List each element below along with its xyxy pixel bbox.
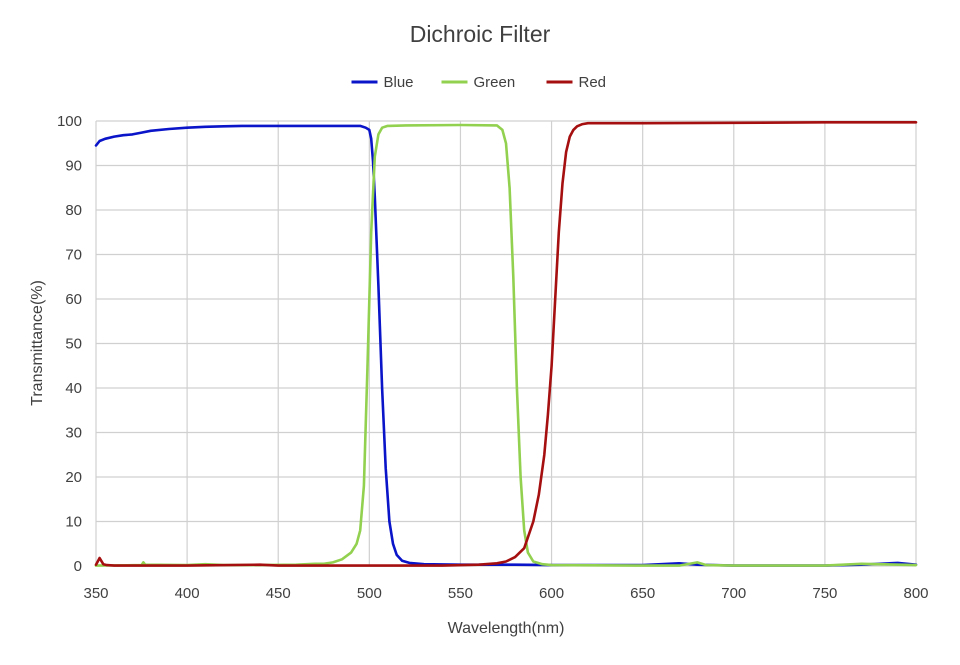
x-tick-label: 500 — [357, 585, 382, 602]
series-line-blue — [94, 124, 918, 567]
y-tick-label: 70 — [65, 247, 82, 264]
y-axis-title: Transmittance(%) — [29, 280, 46, 406]
legend-item-green: Green — [441, 74, 516, 91]
y-tick-label: 90 — [65, 158, 82, 175]
legend-item-blue: Blue — [351, 74, 414, 91]
x-axis-ticks: 350 400 450 500 550 600 650 700 750 800 — [83, 585, 928, 602]
x-tick-label: 350 — [83, 585, 108, 602]
x-tick-label: 800 — [903, 585, 928, 602]
series-lines — [94, 121, 918, 567]
y-axis-ticks: 0 10 20 30 40 50 60 70 80 90 100 — [57, 113, 82, 575]
x-tick-label: 750 — [812, 585, 837, 602]
legend-label: Red — [579, 74, 607, 91]
y-tick-label: 50 — [65, 336, 82, 353]
x-tick-label: 550 — [448, 585, 473, 602]
y-tick-label: 30 — [65, 425, 82, 442]
legend-label: Blue — [384, 74, 414, 91]
x-tick-label: 650 — [630, 585, 655, 602]
chart-title: Dichroic Filter — [410, 21, 551, 47]
y-tick-label: 80 — [65, 202, 82, 219]
series-line-green — [94, 123, 918, 567]
series-line-red — [94, 121, 918, 567]
y-tick-label: 10 — [65, 514, 82, 531]
x-axis-title: Wavelength(nm) — [448, 620, 565, 637]
legend-label: Green — [474, 74, 516, 91]
legend: Blue Green Red — [351, 74, 607, 91]
gridlines — [95, 120, 917, 567]
y-tick-label: 0 — [74, 558, 82, 575]
x-tick-label: 400 — [175, 585, 200, 602]
x-tick-label: 700 — [721, 585, 746, 602]
y-tick-label: 40 — [65, 380, 82, 397]
y-tick-label: 100 — [57, 113, 82, 130]
x-tick-label: 450 — [266, 585, 291, 602]
y-tick-label: 60 — [65, 291, 82, 308]
legend-item-red: Red — [546, 74, 607, 91]
x-tick-label: 600 — [539, 585, 564, 602]
y-tick-label: 20 — [65, 469, 82, 486]
